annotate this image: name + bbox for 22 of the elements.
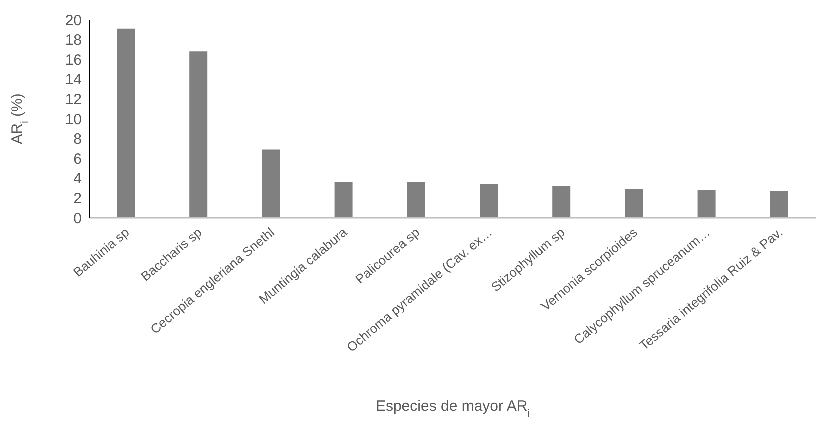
y-tick-label: 2 (74, 190, 82, 208)
y-tick-label: 0 (74, 210, 82, 228)
bar (407, 182, 426, 218)
bar (480, 184, 498, 218)
y-tick-label: 12 (65, 92, 82, 109)
bar (262, 150, 280, 218)
y-tick-label: 20 (65, 12, 82, 30)
y-tick-label: 6 (74, 150, 82, 168)
bar (334, 182, 353, 218)
bar (625, 189, 644, 218)
bar (698, 190, 716, 218)
bar (552, 186, 571, 218)
bar (117, 28, 135, 218)
x-axis-title: Especies de mayor AR$_{i}$ (376, 398, 530, 420)
bar (770, 191, 788, 218)
y-tick-label: 18 (65, 32, 82, 50)
y-tick-label: 8 (74, 131, 82, 148)
y-tick-label: 10 (65, 111, 82, 128)
y-tick-label: 16 (65, 52, 82, 69)
bar (190, 52, 208, 218)
y-tick-label: 14 (65, 72, 82, 89)
y-tick-label: 4 (74, 170, 82, 188)
